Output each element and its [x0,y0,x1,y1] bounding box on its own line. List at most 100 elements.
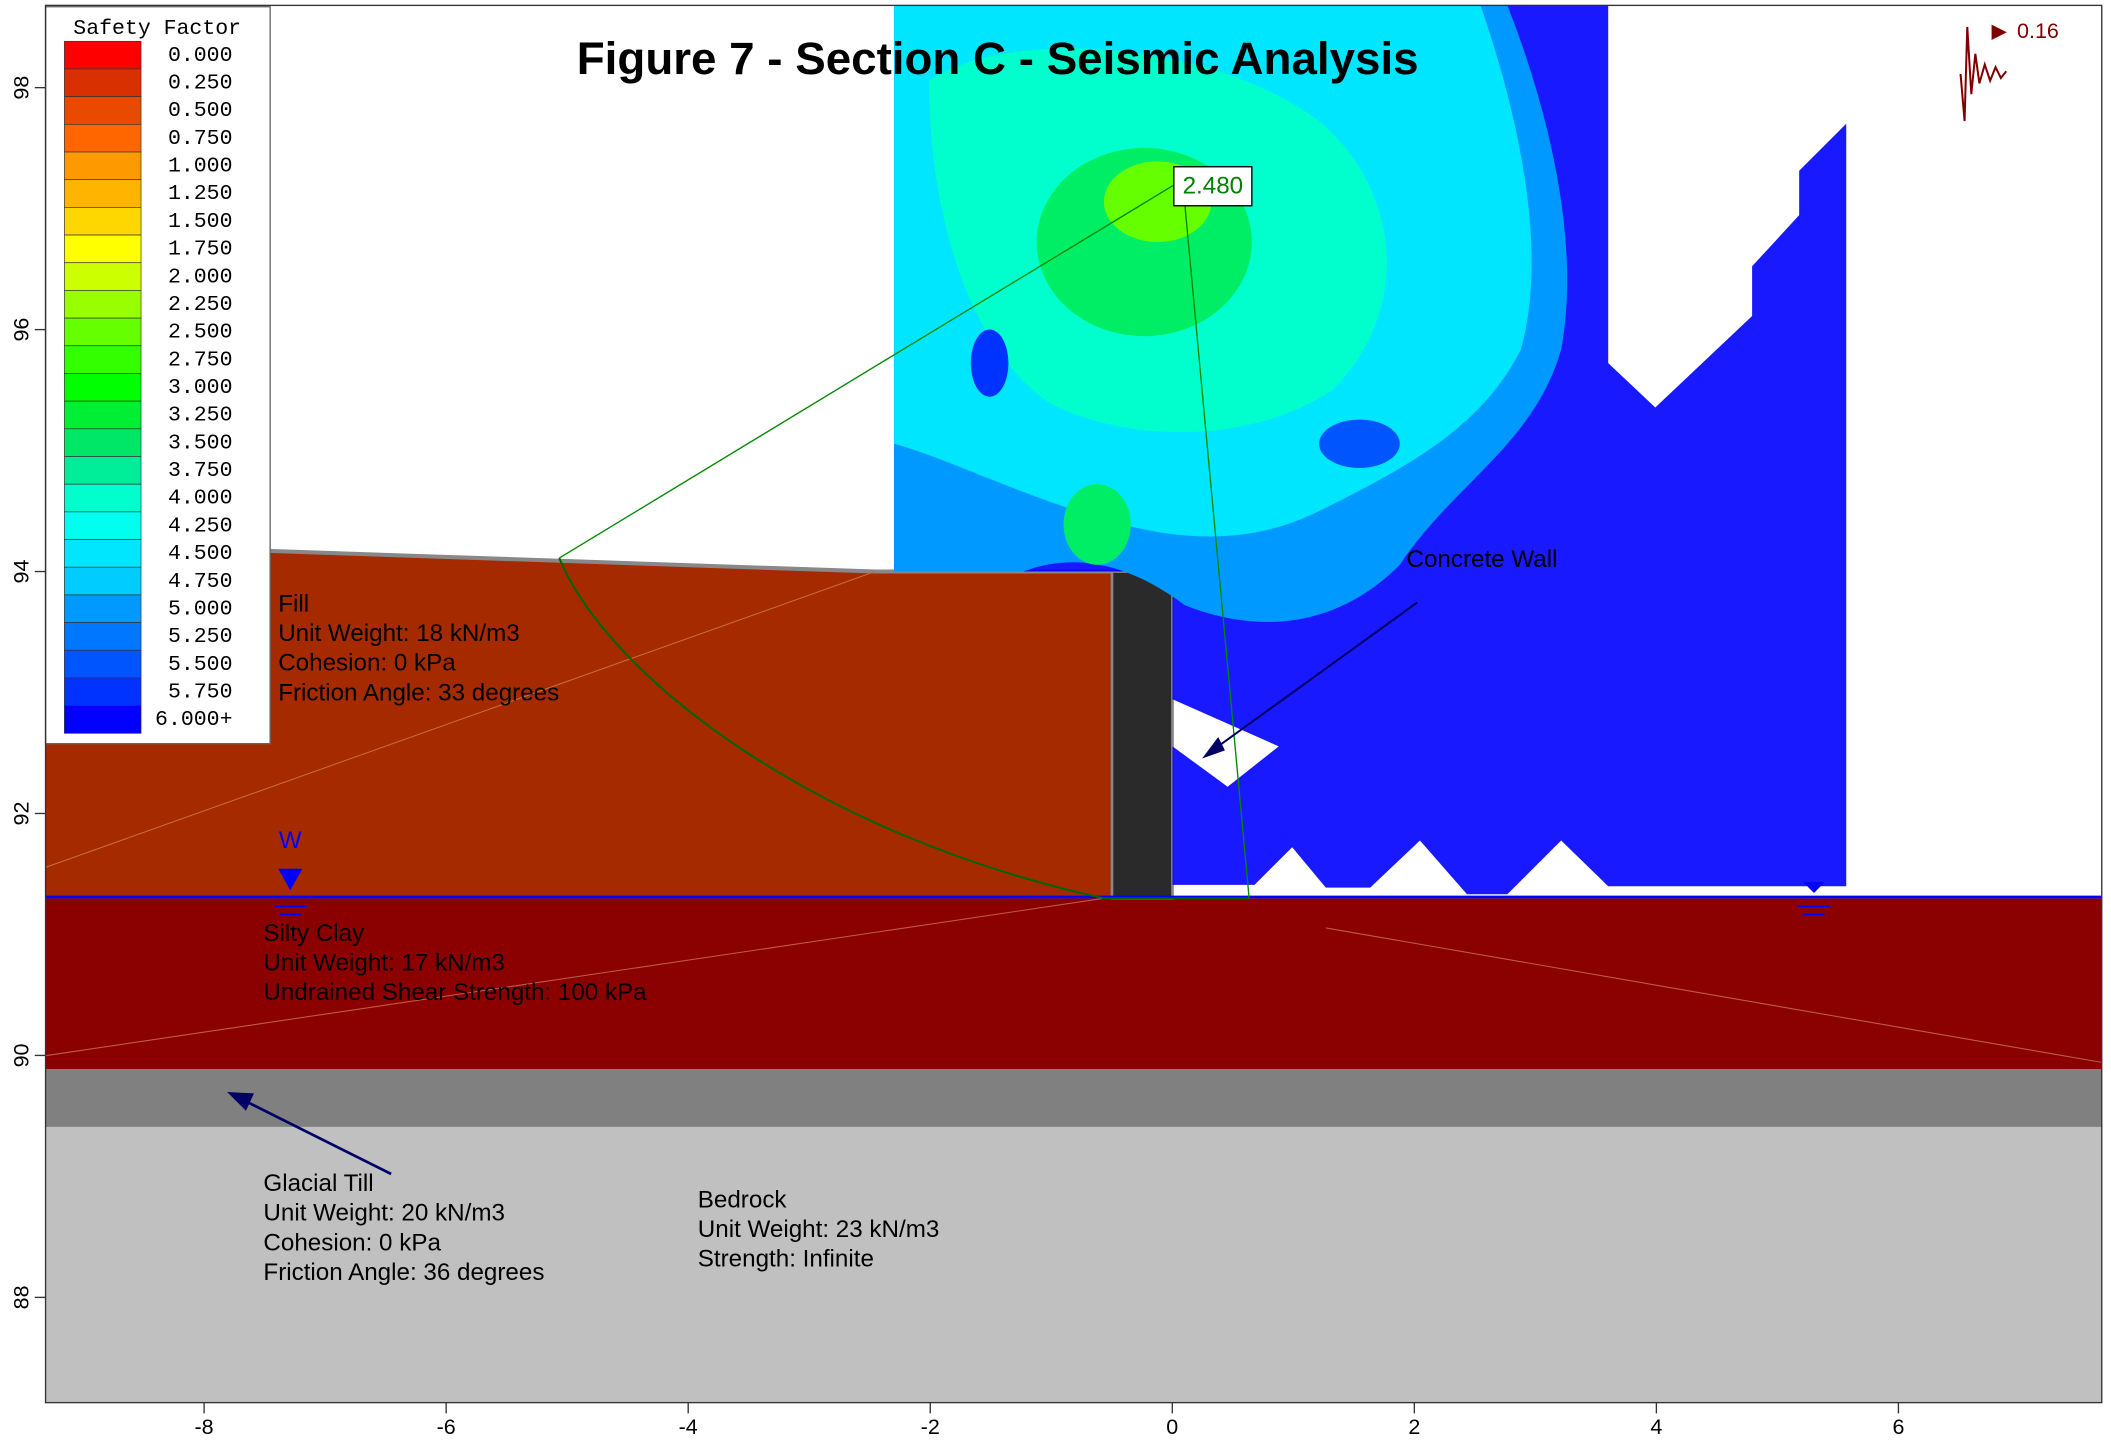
seismic-coefficient: 0.16 [2017,19,2059,43]
material-property: Cohesion: 0 kPa [263,1229,441,1256]
legend-swatch [64,179,142,208]
legend-label: 1.250 [168,182,233,206]
mesh-line [45,897,1104,1057]
legend-label: 1.000 [168,155,233,179]
legend-label: 2.250 [168,293,233,317]
slip-surface [558,557,1250,900]
legend-swatch [64,40,142,70]
legend-label: 3.250 [168,404,233,428]
material-name: Bedrock [698,1186,788,1213]
water-marker [278,868,303,891]
legend-label: 2.500 [168,321,233,345]
mesh-line [45,571,876,868]
legend-swatch [64,677,142,706]
legend-label: 3.000 [168,376,233,400]
mesh-line [1325,927,2102,1063]
material-property: Strength: Infinite [698,1245,874,1272]
factor-box [1173,166,1253,207]
legend-label: 0.000 [168,44,233,68]
legend-label: 4.500 [168,542,233,566]
y-tick-label: 92 [9,802,33,826]
y-tick-label: 94 [9,560,33,584]
legend-swatch [64,373,142,402]
legend-swatch [64,345,142,374]
legend-label: 5.000 [168,597,233,621]
leader-line [1183,201,1250,899]
legend-swatch [64,511,142,540]
arrow [231,1093,392,1176]
legend-label: 1.750 [168,238,233,262]
material-property: Undrained Shear Strength: 100 kPa [263,979,647,1006]
legend-label: 6.000+ [155,708,232,732]
wall-label: Concrete Wall [1406,546,1557,573]
arrow-head [227,1091,255,1111]
legend-swatch [64,649,142,679]
chart-title: Figure 7 - Section C - Seismic Analysis [577,33,1419,84]
legend-swatch [64,456,142,485]
legend-swatch [64,622,142,651]
legend-label: 0.250 [168,72,233,96]
legend-swatch [64,705,142,734]
x-tick-label: -4 [679,1415,698,1439]
water-label: W [279,827,302,854]
legend-swatch [64,317,142,347]
legend-swatch [64,400,142,430]
x-tick-label: -8 [195,1415,214,1439]
legend-title: Safety Factor [73,17,241,41]
legend-swatch [64,151,142,181]
x-tick-label: 0 [1166,1415,1178,1439]
legend-swatch [64,96,142,125]
leader-line [558,183,1176,559]
legend-swatch [64,68,142,97]
material-name: Silty Clay [263,920,365,947]
material-property: Friction Angle: 33 degrees [278,679,559,706]
legend-label: 1.500 [168,210,233,234]
legend-swatch [64,566,142,596]
water-marker [1803,882,1825,893]
x-tick-label: 2 [1408,1415,1420,1439]
material-name: Fill [278,591,309,618]
material-name: Glacial Till [263,1170,373,1197]
x-tick-label: 4 [1650,1415,1662,1439]
legend-label: 4.000 [168,487,233,511]
legend-label: 4.250 [168,514,233,538]
x-tick-label: -6 [437,1415,456,1439]
material-property: Friction Angle: 36 degrees [263,1259,544,1286]
legend-label: 5.250 [168,625,233,649]
material-property: Unit Weight: 20 kN/m3 [263,1200,505,1227]
legend-swatch [64,124,142,153]
material-property: Unit Weight: 18 kN/m3 [278,620,520,647]
legend-label: 4.750 [168,570,233,594]
plot-frame [44,4,2103,1404]
legend-label: 5.750 [168,680,233,704]
clay-layer [45,898,2102,1070]
legend-label: 2.750 [168,348,233,372]
fill-layer [45,543,1173,899]
x-tick-label: -2 [921,1415,940,1439]
contour-region [1063,484,1131,565]
y-tick-label: 98 [9,76,33,100]
legend-swatch [64,428,142,457]
legend: Safety Factor 0.000 0.250 0.500 0.750 1.000 1… [44,6,271,745]
contours [894,5,1847,895]
legend-label: 3.500 [168,431,233,455]
legend-swatch [64,262,142,291]
layers [45,541,2102,1403]
legend-swatch [64,290,142,319]
material-property: Unit Weight: 17 kN/m3 [263,950,505,977]
legend-label: 0.500 [168,99,233,123]
till-layer [45,1069,2102,1127]
legend-swatch [64,483,142,513]
arrow [1208,601,1418,754]
y-tick-label: 88 [9,1285,33,1309]
legend-label: 3.750 [168,459,233,483]
seismic-icon [1959,26,2008,122]
legend-swatch [64,594,142,623]
material-property: Unit Weight: 23 kN/m3 [698,1216,940,1243]
legend-label: 0.750 [168,127,233,151]
y-tick-label: 96 [9,318,33,342]
contour-region [1319,419,1400,468]
material-property: Cohesion: 0 kPa [278,650,456,677]
legend-label: 2.000 [168,265,233,289]
